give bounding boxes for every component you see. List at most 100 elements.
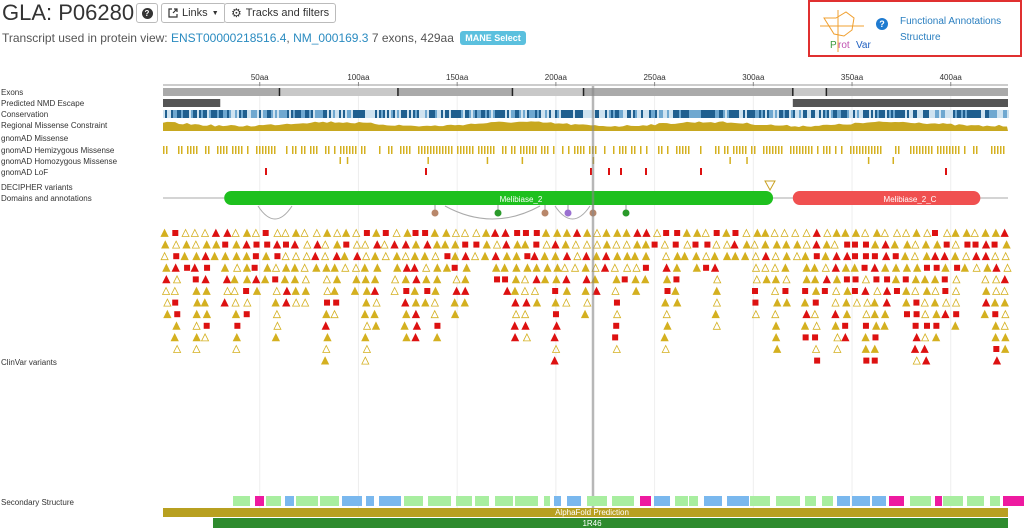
conservation-bar — [225, 110, 227, 118]
gnomad-missense-mark — [493, 146, 495, 154]
conservation-bar — [733, 110, 735, 118]
clinvar-triangle — [892, 228, 902, 237]
conservation-bar — [875, 110, 877, 118]
gnomad-missense-mark — [778, 146, 780, 154]
gnomad-missense-mark — [487, 146, 489, 154]
axis-tick-label: 400aa — [940, 73, 963, 82]
clinvar-triangle — [553, 263, 562, 272]
conservation-bar — [893, 110, 895, 118]
gnomad-missense-mark — [973, 146, 975, 154]
conservation-bar — [969, 110, 971, 118]
clinvar-triangle — [831, 263, 840, 272]
conservation-bar — [535, 110, 537, 118]
conservation-bar — [259, 110, 261, 118]
clinvar-triangle — [562, 298, 571, 307]
clinvar-triangle — [821, 263, 830, 272]
page-title: GLA: P06280 — [2, 0, 135, 25]
clinvar-triangle — [223, 286, 232, 295]
conservation-bar — [327, 110, 329, 118]
domain-melibiase-2 — [224, 191, 774, 205]
clinvar-square — [514, 230, 521, 236]
pdb-structure-bar — [213, 518, 1008, 528]
conservation-bar — [193, 110, 195, 118]
ensembl-transcript-link[interactable]: ENST00000218516.4 — [170, 31, 287, 45]
gnomad-missense-mark — [766, 146, 768, 154]
clinvar-triangle — [521, 240, 530, 249]
gnomad-missense-mark — [520, 146, 522, 154]
help-button[interactable]: ? — [136, 3, 158, 23]
conservation-bar — [817, 110, 819, 118]
conservation-bar — [309, 110, 311, 118]
clinvar-triangle — [503, 286, 512, 295]
conservation-bar — [685, 110, 687, 118]
clinvar-triangle — [780, 228, 789, 237]
conservation-bar — [277, 110, 279, 118]
clinvar-triangle — [273, 321, 282, 330]
gnomad-missense-mark — [580, 146, 582, 154]
clinvar-triangle — [580, 309, 590, 319]
conservation-bar — [679, 110, 681, 118]
clinvar-triangle — [222, 275, 232, 284]
gnomad-missense-mark — [226, 146, 228, 154]
decipher-variant-marker — [764, 180, 776, 192]
clinvar-triangle — [433, 275, 442, 284]
secondary-structure-element — [640, 496, 651, 506]
conservation-bar — [721, 110, 723, 118]
gear-icon: ⚙ — [231, 6, 242, 20]
clinvar-triangle — [660, 240, 669, 249]
conservation-bar — [717, 110, 719, 118]
clinvar-square — [782, 288, 789, 294]
clinvar-triangle — [951, 298, 961, 307]
clinvar-square — [892, 253, 899, 260]
clinvar-square — [522, 230, 529, 236]
gnomad-missense-mark — [919, 146, 921, 154]
refseq-transcript-link[interactable]: NM_000169.3 — [293, 31, 369, 45]
gnomad-lof-mark — [620, 168, 622, 175]
clinvar-triangle — [771, 309, 780, 319]
gnomad-hemizygous-mark — [339, 157, 341, 164]
mane-select-badge: MANE Select — [460, 31, 526, 45]
conservation-bar — [465, 110, 467, 118]
clinvar-triangle — [401, 251, 410, 261]
clinvar-triangle — [390, 275, 400, 284]
protvar-links: Functional Annotations Structure — [900, 14, 1001, 46]
clinvar-triangle — [271, 298, 280, 307]
clinvar-triangle — [1000, 286, 1009, 295]
clinvar-triangle — [722, 240, 732, 249]
tracks-and-filters-button[interactable]: ⚙ Tracks and filters — [224, 3, 337, 23]
track-labels: Exons Predicted NMD Escape Conservation … — [0, 0, 160, 528]
clinvar-triangle — [1003, 263, 1012, 272]
gnomad-missense-mark — [799, 146, 801, 154]
clinvar-square — [943, 241, 950, 248]
clinvar-square — [663, 230, 670, 236]
clinvar-triangle — [1001, 309, 1010, 319]
gnomad-missense-mark — [634, 146, 636, 154]
clinvar-triangle — [521, 321, 530, 330]
clinvar-triangle — [523, 263, 532, 272]
structure-link[interactable]: Structure — [900, 32, 941, 43]
conservation-bar — [495, 110, 497, 118]
clinvar-square — [851, 288, 858, 294]
clinvar-triangle — [361, 275, 370, 284]
clinvar-triangle — [990, 298, 1000, 307]
protvar-help-icon[interactable]: ? — [876, 18, 888, 30]
clinvar-triangle — [562, 251, 572, 261]
gnomad-missense-mark — [181, 146, 183, 154]
clinvar-triangle — [841, 333, 850, 342]
clinvar-triangle — [622, 240, 631, 249]
links-dropdown-button[interactable]: Links ▼ — [161, 3, 226, 23]
functional-annotations-link[interactable]: Functional Annotations — [900, 16, 1002, 27]
regional-constraint-area — [163, 121, 1008, 131]
clinvar-triangle — [1000, 298, 1009, 307]
clinvar-triangle — [830, 240, 839, 249]
gnomad-missense-mark — [724, 146, 726, 154]
gnomad-missense-mark — [274, 146, 276, 154]
conservation-bar — [261, 110, 263, 118]
exon-segment — [792, 88, 827, 96]
conservation-bar — [567, 110, 569, 118]
clinvar-triangle — [880, 228, 889, 237]
clinvar-triangle — [411, 333, 420, 342]
gnomad-missense-mark — [484, 146, 486, 154]
clinvar-triangle — [233, 263, 242, 272]
